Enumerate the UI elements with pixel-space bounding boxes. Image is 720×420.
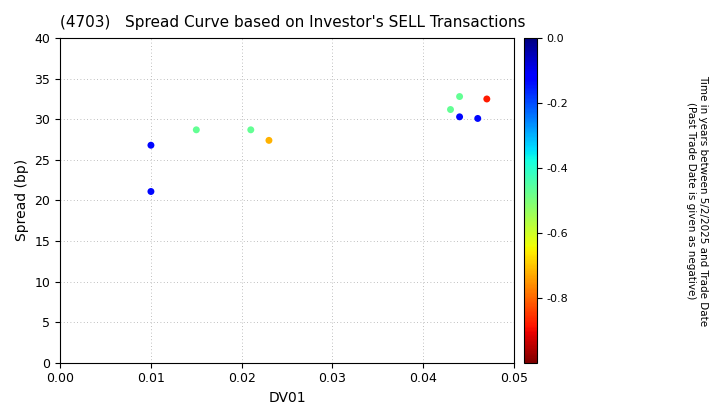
Y-axis label: Spread (bp): Spread (bp)	[15, 159, 29, 242]
Point	[454, 93, 465, 100]
Point	[472, 115, 484, 122]
Point	[445, 106, 456, 113]
X-axis label: DV01: DV01	[269, 391, 306, 405]
Point	[145, 188, 157, 195]
Point	[454, 113, 465, 120]
Point	[145, 142, 157, 149]
Point	[481, 96, 492, 102]
Point	[191, 126, 202, 133]
Point	[264, 137, 275, 144]
Y-axis label: Time in years between 5/2/2025 and Trade Date
(Past Trade Date is given as negat: Time in years between 5/2/2025 and Trade…	[686, 75, 708, 326]
Text: (4703)   Spread Curve based on Investor's SELL Transactions: (4703) Spread Curve based on Investor's …	[60, 15, 526, 30]
Point	[245, 126, 256, 133]
